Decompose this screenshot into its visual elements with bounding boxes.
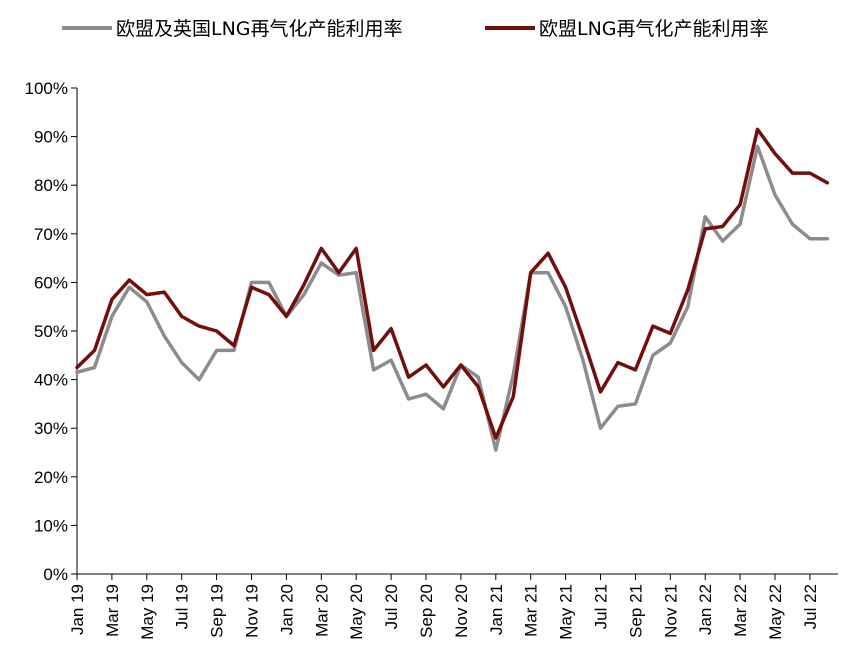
x-axis: Jan 19 Mar 19 May 19 Jul 19 Sep 19 Nov 19 Jan … [68, 573, 838, 640]
y-tick-label: 30% [34, 419, 68, 438]
x-tick-label: Sep 19 [208, 584, 227, 638]
x-tick-label: May 21 [557, 584, 576, 640]
plot-area [75, 127, 830, 452]
x-tick-label: Jul 19 [173, 584, 192, 629]
legend-label-total: 欧盟及英国LNG再气化产能利用率 [116, 18, 403, 40]
y-tick-label: 80% [34, 176, 68, 195]
x-tick-label: Sep 21 [626, 584, 645, 638]
series-line-eu [75, 127, 830, 440]
y-tick-label: 0% [43, 565, 68, 584]
x-tick-label: Jul 20 [382, 584, 401, 629]
x-tick-label: Nov 19 [243, 584, 262, 638]
x-tick-label: Sep 20 [417, 584, 436, 638]
x-tick-label: Nov 20 [452, 584, 471, 638]
x-tick-label: Mar 21 [522, 584, 541, 637]
y-axis: 0% 10% 20% 30% 40% 50% 60% 70% 80% 90% 100% [25, 79, 78, 584]
x-tick-label: May 19 [138, 584, 157, 640]
x-tick-label: Jul 22 [801, 584, 820, 629]
x-tick-label: Jan 20 [277, 584, 296, 635]
y-tick-label: 20% [34, 468, 68, 487]
x-tick-label: Jan 22 [696, 584, 715, 635]
y-tick-label: 100% [25, 79, 68, 98]
y-tick-label: 70% [34, 225, 68, 244]
y-tick-label: 50% [34, 322, 68, 341]
x-tick-label: May 22 [766, 584, 785, 640]
x-tick-label: Jan 19 [68, 584, 87, 635]
y-tick-label: 90% [34, 128, 68, 147]
x-tick-label: Mar 22 [731, 584, 750, 637]
legend: 欧盟及英国LNG再气化产能利用率 欧盟LNG再气化产能利用率 [62, 18, 769, 40]
y-tick-label: 10% [34, 516, 68, 535]
series-line-eu-uk [75, 144, 830, 452]
x-tick-label: Mar 20 [312, 584, 331, 637]
y-tick-label: 60% [34, 273, 68, 292]
y-tick-label: 40% [34, 371, 68, 390]
x-tick-label: Nov 21 [661, 584, 680, 638]
legend-label-eu: 欧盟LNG再气化产能利用率 [539, 18, 769, 40]
x-tick-label: Jan 21 [487, 584, 506, 635]
x-tick-label: Mar 19 [103, 584, 122, 637]
x-tick-label: May 20 [347, 584, 366, 640]
x-tick-label: Jul 21 [592, 584, 611, 629]
